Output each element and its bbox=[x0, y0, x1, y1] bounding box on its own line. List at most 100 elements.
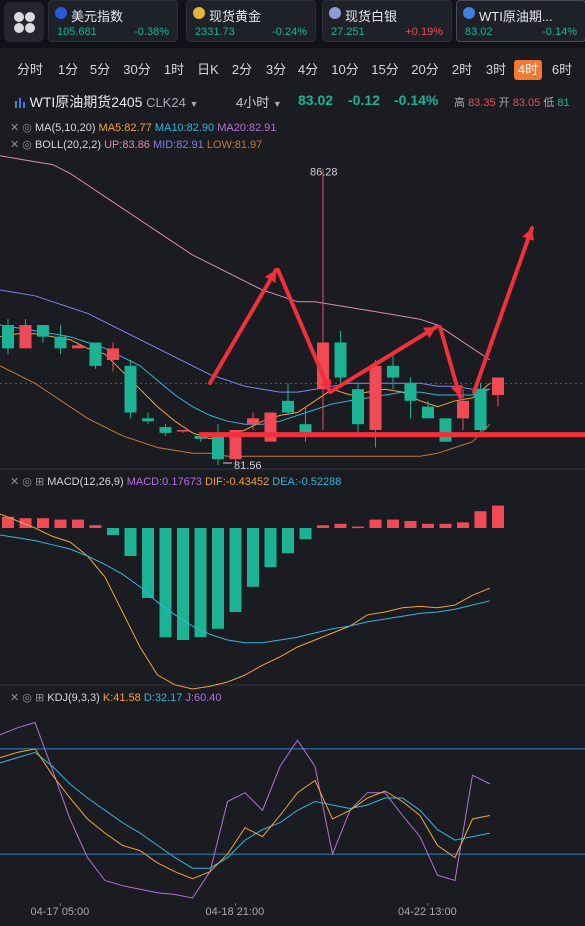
macd-bar bbox=[352, 526, 364, 529]
timeframe-8[interactable]: 4分 bbox=[297, 62, 319, 77]
kdj-legend: ✕ ◎ ⊞ KDJ(9,3,3) K:41.58 D:32.17 J:60.40 bbox=[10, 691, 222, 704]
candle-body bbox=[37, 325, 49, 337]
macd-bar bbox=[387, 519, 399, 528]
timeframe-15[interactable]: 6时 bbox=[551, 62, 573, 77]
expand-icon[interactable]: ⊞ bbox=[34, 692, 45, 704]
macd-bar bbox=[457, 522, 469, 528]
low-value: 81 bbox=[557, 97, 570, 109]
close-icon[interactable]: ✕ bbox=[10, 139, 20, 151]
candle-body bbox=[247, 418, 259, 425]
app-menu-button[interactable] bbox=[4, 2, 44, 42]
timeframe-14[interactable]: 4时 bbox=[514, 60, 542, 80]
us-flag-icon bbox=[55, 7, 67, 19]
candle-body bbox=[107, 348, 119, 360]
macd-bar bbox=[247, 528, 259, 587]
close-icon[interactable]: ✕ bbox=[10, 122, 20, 134]
trend-arrow-line bbox=[438, 325, 462, 399]
chart-header: WTI原油期货2405 CLK24 ▼ 4小时 ▼ 83.02 -0.12 -0… bbox=[0, 88, 585, 112]
trend-arrow-line bbox=[328, 325, 438, 394]
timeframe-13[interactable]: 3时 bbox=[485, 62, 507, 77]
dif-line bbox=[0, 513, 491, 690]
candle-body bbox=[89, 342, 102, 366]
macd-bar bbox=[404, 521, 417, 528]
open-label: 开 bbox=[498, 97, 510, 109]
period-label: 4小时 bbox=[236, 95, 270, 110]
candle-body bbox=[334, 342, 347, 378]
date-tick-label: 04-18 21:00 bbox=[206, 906, 265, 918]
timeframe-7[interactable]: 3分 bbox=[265, 62, 287, 77]
timeframe-9[interactable]: 10分 bbox=[331, 62, 359, 77]
timeframe-4[interactable]: 1时 bbox=[163, 62, 185, 77]
trend-arrow-head bbox=[522, 228, 535, 241]
close-icon[interactable]: ✕ bbox=[10, 692, 20, 704]
timeframe-0[interactable]: 分时 bbox=[16, 62, 43, 77]
timeframe-12[interactable]: 2时 bbox=[451, 62, 473, 77]
timeframe-10[interactable]: 15分 bbox=[371, 62, 399, 77]
ticker-card[interactable]: 美元指数 105.681 -0.38% bbox=[48, 0, 178, 42]
candle-body bbox=[474, 389, 487, 430]
settings-icon[interactable]: ◎ bbox=[22, 122, 32, 134]
macd-bar bbox=[317, 525, 329, 528]
macd-bar bbox=[19, 518, 32, 528]
expand-icon[interactable]: ⊞ bbox=[34, 476, 45, 488]
timeframe-11[interactable]: 20分 bbox=[411, 62, 439, 77]
candle-body bbox=[352, 389, 364, 425]
macd-label: MACD(12,26,9) bbox=[47, 476, 124, 488]
macd-value: MACD:0.17673 bbox=[126, 476, 202, 488]
period-selector[interactable]: 4小时 ▼ bbox=[236, 92, 282, 111]
oil-chart-icon bbox=[463, 7, 475, 19]
ma5-value: MA5:82.77 bbox=[98, 122, 152, 134]
macd-bar bbox=[177, 528, 189, 640]
timeframe-5[interactable]: 日K bbox=[197, 62, 219, 77]
close-icon[interactable]: ✕ bbox=[10, 476, 20, 488]
timeframe-1[interactable]: 1分 bbox=[57, 62, 79, 77]
settings-icon[interactable]: ◎ bbox=[22, 139, 32, 151]
ticker-price: 27.251 bbox=[331, 26, 365, 38]
macd-bar bbox=[194, 528, 207, 638]
chevron-down-icon: ▼ bbox=[189, 99, 199, 109]
boll-low-value: LOW:81.97 bbox=[206, 139, 263, 151]
date-tick-label: 04-22 13:00 bbox=[398, 906, 457, 918]
k-line bbox=[0, 748, 491, 880]
kdj-label: KDJ(9,3,3) bbox=[47, 692, 100, 704]
macd-bar bbox=[212, 528, 224, 629]
low-annotation: 81.56 bbox=[234, 460, 262, 472]
macd-bar bbox=[107, 528, 119, 535]
price-change-pct: -0.14% bbox=[394, 92, 439, 108]
instrument-selector[interactable]: WTI原油期货2405 CLK24 ▼ bbox=[14, 92, 198, 112]
j-line bbox=[0, 721, 491, 899]
trend-arrow-line bbox=[276, 268, 332, 394]
candle-body bbox=[177, 430, 189, 432]
macd-bar bbox=[124, 528, 137, 556]
ticker-card[interactable]: WTI原油期... 83.02 -0.14% bbox=[456, 0, 585, 42]
timeframe-3[interactable]: 30分 bbox=[123, 62, 151, 77]
macd-bar bbox=[299, 528, 312, 540]
candle-body bbox=[439, 418, 452, 442]
ticker-card[interactable]: 现货白银 27.251 +0.19% bbox=[322, 0, 452, 42]
j-value: J:60.40 bbox=[185, 692, 222, 704]
timeframe-2[interactable]: 5分 bbox=[89, 62, 111, 77]
trend-arrow-head bbox=[264, 270, 276, 283]
current-price: 83.02 bbox=[298, 92, 334, 108]
settings-icon[interactable]: ◎ bbox=[22, 476, 32, 488]
macd-bar bbox=[89, 525, 102, 528]
candle-body bbox=[19, 325, 32, 349]
candle-body bbox=[422, 406, 434, 419]
timeframe-6[interactable]: 2分 bbox=[231, 62, 253, 77]
high-label: 高 bbox=[454, 97, 465, 109]
macd-bar bbox=[422, 523, 434, 528]
candle-body bbox=[229, 430, 242, 460]
k-value: K:41.58 bbox=[102, 692, 141, 704]
macd-bar bbox=[159, 528, 172, 638]
settings-icon[interactable]: ◎ bbox=[22, 692, 32, 704]
trend-arrow-head bbox=[450, 384, 463, 397]
gold-coin-icon bbox=[193, 7, 205, 19]
macd-bar bbox=[474, 511, 487, 528]
candle-body bbox=[317, 342, 329, 390]
open-value: 83.05 bbox=[512, 97, 541, 109]
top-bar: 美元指数 105.681 -0.38% 现货黄金 2331.73 -0.24% 现货白银 27… bbox=[0, 0, 585, 48]
candle-body bbox=[54, 336, 67, 349]
trend-arrow-head bbox=[423, 327, 436, 339]
ticker-card[interactable]: 现货黄金 2331.73 -0.24% bbox=[186, 0, 316, 42]
